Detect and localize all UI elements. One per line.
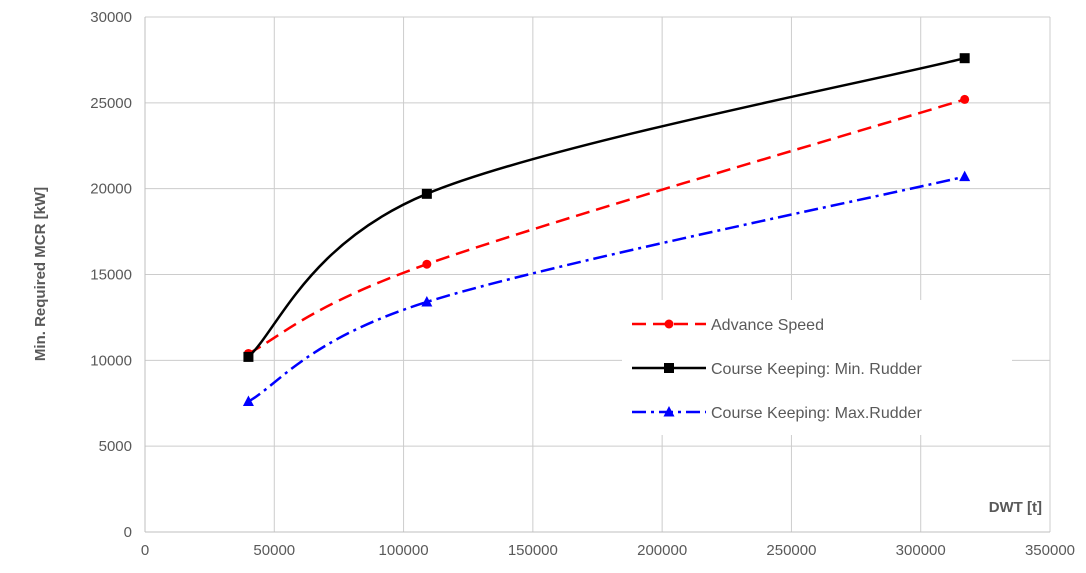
x-tick-label: 350000 <box>1025 542 1075 559</box>
data-point <box>959 170 971 182</box>
series-3 <box>242 170 971 407</box>
x-tick-label: 100000 <box>379 542 429 559</box>
data-point <box>960 94 970 104</box>
y-tick-label: 25000 <box>90 95 132 112</box>
legend-entry: Course Keeping: Min. Rudder <box>632 361 922 378</box>
legend-label: Course Keeping: Min. Rudder <box>711 361 922 378</box>
series-line <box>247 56 965 358</box>
legend-entry: Advance Speed <box>632 317 824 334</box>
x-tick-label: 200000 <box>637 542 687 559</box>
x-tick-label: 300000 <box>896 542 946 559</box>
y-tick-label: 20000 <box>90 181 132 198</box>
legend-marker <box>664 319 674 329</box>
y-tick-label: 5000 <box>99 438 132 455</box>
data-point <box>242 395 254 407</box>
series-layer <box>242 53 971 407</box>
data-point <box>421 188 432 199</box>
tick-labels: 0 50000 100000 150000 200000 250000 300000 3500… <box>90 9 1075 559</box>
data-point <box>421 295 433 307</box>
series-line <box>247 98 966 355</box>
y-tick-label: 0 <box>124 524 132 541</box>
data-point <box>959 53 970 64</box>
legend-entry: Course Keeping: Max.Rudder <box>632 405 922 422</box>
legend-marker <box>664 363 674 373</box>
x-tick-label: 150000 <box>508 542 558 559</box>
y-tick-label: 10000 <box>90 352 132 369</box>
legend-marker <box>663 406 675 417</box>
y-tick-label: 30000 <box>90 9 132 26</box>
legend-label: Course Keeping: Max.Rudder <box>711 405 922 422</box>
y-tick-label: 15000 <box>90 267 132 284</box>
x-tick-label: 50000 <box>253 542 295 559</box>
series-2 <box>243 53 970 362</box>
series-line <box>247 175 965 403</box>
y-axis-title: Min. Required MCR [kW] <box>32 187 49 361</box>
x-axis-title: DWT [t] <box>989 499 1042 516</box>
data-point <box>422 259 432 269</box>
legend: Advance Speed Course Keeping: Min. Rudder… <box>622 300 1012 435</box>
x-tick-label: 0 <box>141 542 149 559</box>
legend-label: Advance Speed <box>711 317 824 334</box>
x-tick-label: 250000 <box>766 542 816 559</box>
data-point <box>243 351 254 362</box>
